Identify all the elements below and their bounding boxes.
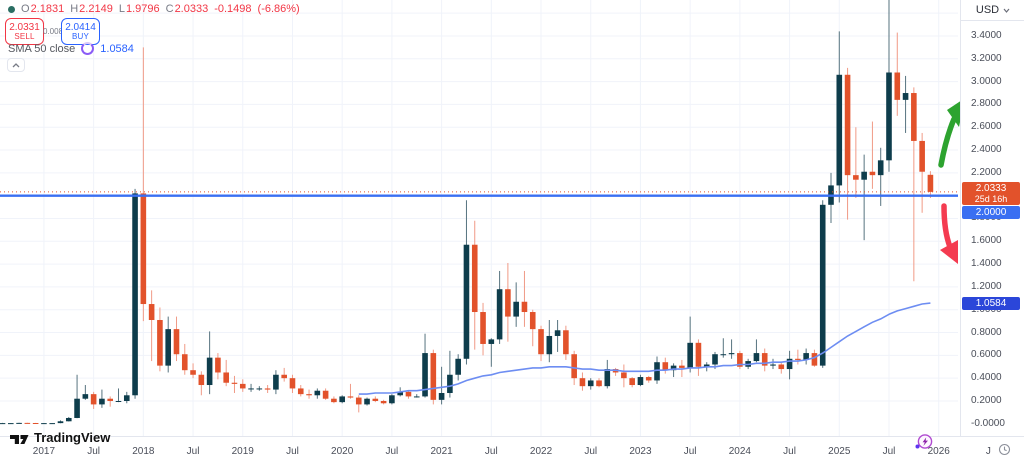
time-tick-label: 2026 [927,446,950,457]
tradingview-logo-icon [10,434,29,444]
time-tick-label: 2025 [828,446,851,457]
symbol-status-dot-icon [8,5,15,13]
hline-price-tag: 2.0000 [962,205,1020,219]
sell-button[interactable]: 2.0331 SELL [5,18,44,45]
chevron-up-icon [12,62,20,67]
indicator-value: 1.0584 [100,42,134,55]
time-tick-label: 2022 [529,446,553,457]
spread-value: 0.0083 [43,27,68,36]
indicator-name: SMA 50 close [8,42,76,55]
time-tick-label: 2021 [430,446,453,457]
tradingview-logo[interactable]: TradingView [10,430,110,445]
ohlc-readout: O 2.1831 H 2.2149 L 1.9796 C 2.0333 -0.1498 … [8,3,300,15]
ohlc-change: -0.1498 [214,3,252,15]
candlestick-series[interactable] [0,0,934,425]
ohlc-high: H 2.2149 [70,3,113,15]
currency-label: USD [975,4,1000,16]
caret-down-icon [1003,8,1010,13]
time-tick-label: 2019 [231,446,254,457]
price-tick-label: 0.8000 [971,326,1002,338]
price-tick-label: 2.2000 [971,166,1002,178]
price-tick-label: 0.2000 [971,394,1002,406]
price-tick-label: 1.2000 [971,280,1002,292]
time-tick-label: 2024 [728,446,751,457]
ohlc-open: O 2.1831 [21,3,65,15]
price-chart-canvas[interactable] [0,0,960,436]
buy-button[interactable]: 2.0414 BUY [61,18,100,45]
time-tick-label: 2018 [132,446,155,457]
down-arrow-annotation[interactable] [940,203,958,264]
time-tick-label: Jul [186,446,200,457]
time-tick-label: Jul [484,446,498,457]
price-tick-label: 2.4000 [971,144,1002,156]
price-tick-label: 3.2000 [971,52,1002,64]
up-arrow-annotation[interactable] [938,98,960,168]
price-tick-label: 3.4000 [971,29,1002,41]
price-tick-label: 2.8000 [971,98,1002,110]
time-axis[interactable]: 2017 Jul 2018 Jul 2019 Jul 2020 Jul 2021 Jul 2022 J… [0,436,1024,468]
brand-name: TradingView [34,430,111,445]
ohlc-close: C 2.0333 [165,3,209,15]
price-tick-label: -0.0000 [971,417,1005,429]
price-tick-label: 2.6000 [971,121,1002,133]
time-tick-label: Jul [87,446,101,457]
boost-lightning-icon[interactable] [913,433,935,457]
time-tick-label: Jul [286,446,299,457]
time-tick-label: Jul [783,446,796,457]
ohlc-change-pct: (-6.86%) [257,3,300,15]
sma-50-line[interactable] [358,302,931,395]
indicator-legend[interactable]: SMA 50 close 1.0584 [8,42,134,55]
time-tick-label: Jul [584,446,598,457]
time-tick-label: 2023 [629,446,652,457]
time-tick-label: Jul [882,446,896,457]
time-tick-label: Jul [385,446,399,457]
currency-selector[interactable]: USD [961,0,1024,21]
time-tick-label: Jul [683,446,697,457]
price-tick-label: 0.4000 [971,372,1002,384]
price-tick-label: 1.4000 [971,258,1002,270]
price-tick-label: 0.6000 [971,349,1002,361]
time-tick-label: 2017 [32,446,56,457]
last-price-tag: 2.0333 25d 16h [962,181,1020,205]
ohlc-low: L 1.9796 [118,3,160,15]
price-tick-label: 3.0000 [971,75,1002,87]
indicator-loading-icon [81,42,95,55]
clock-icon[interactable] [998,443,1011,456]
price-axis[interactable]: USD 3.4000 3.2000 3.0000 2.8000 2.6000 2.4000… [960,0,1024,436]
collapse-legend-button[interactable] [7,58,25,72]
sma-value-tag: 1.0584 [962,297,1020,311]
time-tick-label: 2020 [331,446,354,457]
price-tick-label: 1.6000 [971,235,1002,247]
time-tick-label: J [985,446,991,457]
